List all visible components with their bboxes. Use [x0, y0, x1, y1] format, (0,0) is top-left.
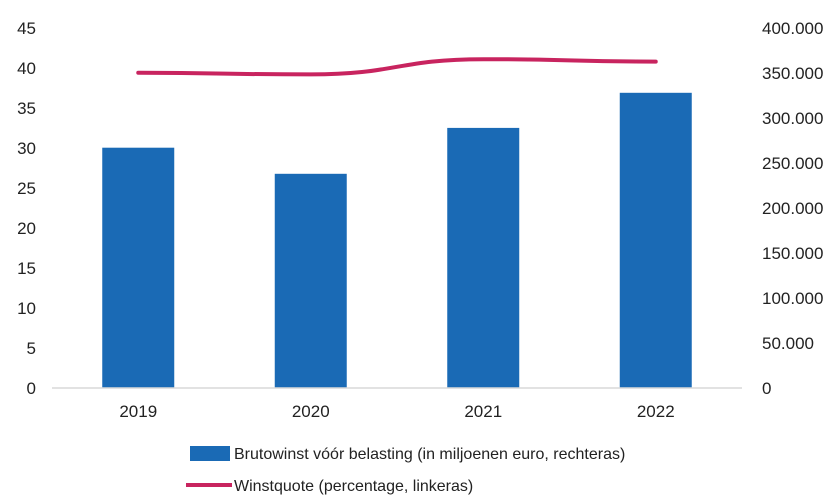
x-axis-ticks: 2019 2020 2021 2022 [119, 402, 674, 421]
left-tick-label: 25 [17, 179, 36, 198]
right-tick-label: 300.000 [762, 109, 823, 128]
right-tick-label: 100.000 [762, 289, 823, 308]
x-tick-label: 2020 [292, 402, 330, 421]
x-tick-label: 2019 [119, 402, 157, 421]
right-tick-label: 200.000 [762, 199, 823, 218]
x-tick-label: 2022 [637, 402, 675, 421]
left-tick-label: 20 [17, 219, 36, 238]
right-tick-label: 350.000 [762, 64, 823, 83]
bar [447, 127, 520, 389]
bar-series [102, 92, 692, 389]
right-tick-label: 50.000 [762, 334, 814, 353]
line-series [136, 57, 658, 77]
bar [274, 173, 347, 388]
legend-line-label: Winstquote (percentage, linkeras) [234, 478, 473, 495]
left-tick-label: 45 [17, 19, 36, 38]
left-tick-label: 15 [17, 259, 36, 278]
right-axis-ticks: 0 50.000 100.000 150.000 200.000 250.000 300.0… [762, 19, 823, 398]
right-tick-label: 250.000 [762, 154, 823, 173]
left-tick-label: 30 [17, 139, 36, 158]
bar [102, 147, 175, 388]
line-path [136, 57, 658, 77]
right-tick-label: 0 [762, 379, 771, 398]
left-tick-label: 40 [17, 59, 36, 78]
left-tick-label: 0 [27, 379, 36, 398]
right-tick-label: 400.000 [762, 19, 823, 38]
left-axis-ticks: 0 5 10 15 20 25 30 35 40 45 [17, 19, 36, 398]
right-tick-label: 150.000 [762, 244, 823, 263]
left-tick-label: 35 [17, 99, 36, 118]
bar [619, 92, 692, 389]
x-tick-label: 2021 [464, 402, 502, 421]
legend: Brutowinst vóór belasting (in miljoenen … [186, 446, 625, 495]
left-tick-label: 10 [17, 299, 36, 318]
legend-bar-label: Brutowinst vóór belasting (in miljoenen … [234, 446, 625, 463]
left-tick-label: 5 [27, 339, 36, 358]
legend-bar-swatch [190, 446, 230, 461]
